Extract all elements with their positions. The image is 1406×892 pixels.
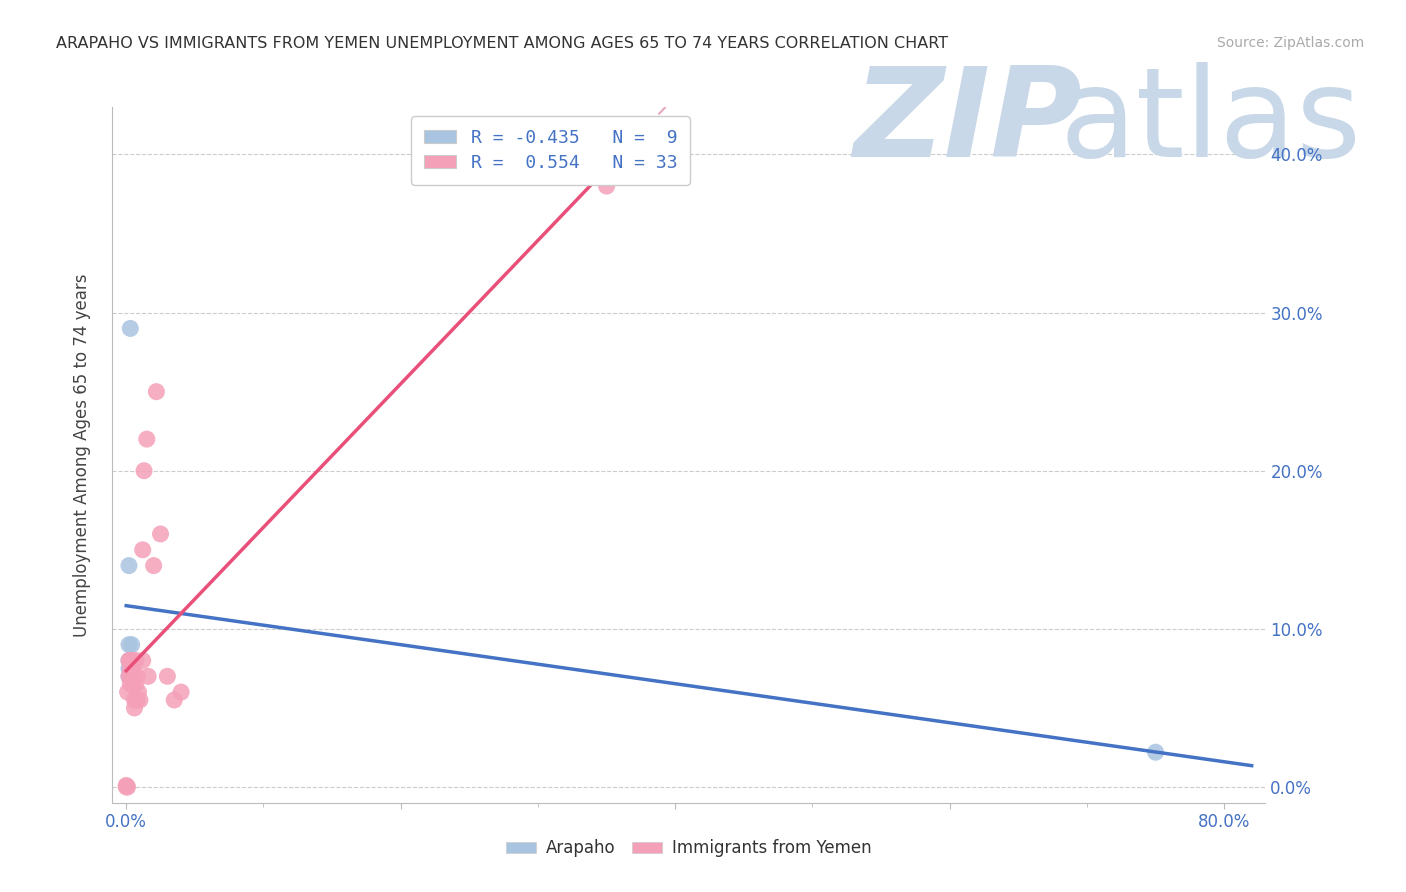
Point xyxy=(118,653,141,667)
Point xyxy=(115,778,138,792)
Point xyxy=(120,677,142,691)
Point xyxy=(149,527,172,541)
Text: Source: ZipAtlas.com: Source: ZipAtlas.com xyxy=(1216,36,1364,50)
Text: ARAPAHO VS IMMIGRANTS FROM YEMEN UNEMPLOYMENT AMONG AGES 65 TO 74 YEARS CORRELAT: ARAPAHO VS IMMIGRANTS FROM YEMEN UNEMPLO… xyxy=(56,36,949,51)
Point xyxy=(124,693,146,707)
Point xyxy=(120,653,142,667)
Point xyxy=(145,384,167,399)
Point xyxy=(121,638,143,652)
Point xyxy=(122,661,145,675)
Point xyxy=(120,661,142,675)
Point xyxy=(156,669,179,683)
Point xyxy=(127,693,149,707)
Point xyxy=(120,321,142,335)
Point xyxy=(118,558,141,573)
Y-axis label: Unemployment Among Ages 65 to 74 years: Unemployment Among Ages 65 to 74 years xyxy=(73,273,91,637)
Point xyxy=(129,693,152,707)
Point xyxy=(128,685,150,699)
Point xyxy=(163,693,186,707)
Point xyxy=(170,685,193,699)
Point xyxy=(135,432,157,446)
Point xyxy=(121,653,143,667)
Point xyxy=(125,653,148,667)
Point xyxy=(121,669,143,683)
Point xyxy=(115,780,138,794)
Point xyxy=(122,677,145,691)
Point xyxy=(1144,745,1167,759)
Point xyxy=(136,669,159,683)
Point xyxy=(118,638,141,652)
Point xyxy=(120,653,142,667)
Text: atlas: atlas xyxy=(1060,62,1361,184)
Point xyxy=(117,780,139,794)
Point xyxy=(118,669,141,683)
Point xyxy=(118,653,141,667)
Point xyxy=(117,685,139,699)
Point xyxy=(595,179,617,194)
Point xyxy=(131,542,153,557)
Point xyxy=(131,653,153,667)
Point xyxy=(127,669,149,683)
Point xyxy=(142,558,165,573)
Legend: Arapaho, Immigrants from Yemen: Arapaho, Immigrants from Yemen xyxy=(499,833,879,864)
Point xyxy=(124,701,146,715)
Point xyxy=(125,677,148,691)
Point xyxy=(118,669,141,683)
Point xyxy=(132,464,155,478)
Point xyxy=(118,661,141,675)
Text: ZIP: ZIP xyxy=(853,62,1083,184)
